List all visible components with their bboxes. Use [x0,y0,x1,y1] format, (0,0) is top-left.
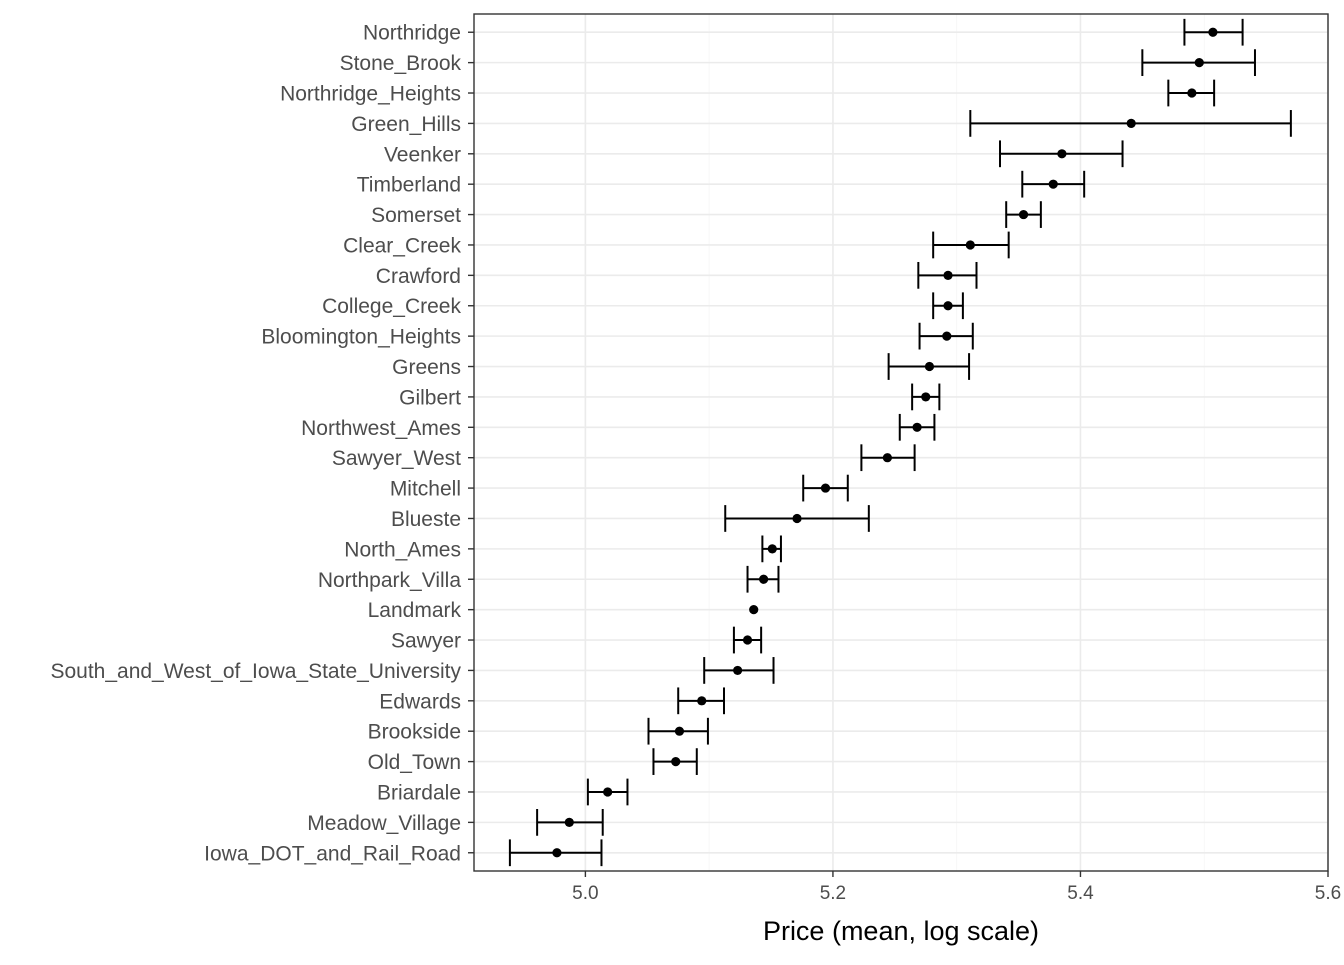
y-tick-label: Crawford [376,265,461,288]
y-tick-label: Briardale [377,781,461,804]
mean-point [965,240,975,250]
mean-point [603,787,613,797]
mean-point [671,756,681,767]
y-tick-label: Somerset [371,204,461,227]
mean-point [882,453,892,463]
mean-point [1048,179,1058,189]
y-tick-label: Clear_Creek [343,234,461,257]
y-tick-label: Veenker [384,143,461,166]
y-tick-label: Timberland [357,174,461,197]
y-tick-label: Mitchell [390,478,461,501]
y-axis-ticks: Northridge Stone_Brook Northridge_Heights G… [50,22,474,865]
mean-point [820,483,831,493]
mean-point [943,270,953,280]
mean-point [1208,27,1218,37]
mean-point [912,422,922,432]
y-tick-label: Bloomington_Heights [261,326,461,349]
y-tick-label: Greens [392,356,461,379]
x-tick-label: 5.6 [1315,883,1341,904]
mean-point [1194,58,1204,68]
mean-point [733,665,743,676]
y-tick-label: Brookside [368,721,461,744]
y-tick-label: Iowa_DOT_and_Rail_Road [204,842,461,865]
mean-points [552,27,1218,858]
y-tick-label: Gilbert [399,386,461,409]
mean-point [552,848,562,858]
y-tick-label: Blueste [391,508,461,531]
mean-point [1126,118,1136,129]
y-tick-label: Meadow_Village [307,812,461,835]
y-tick-label: Edwards [379,690,461,713]
mean-point [697,696,707,706]
mean-point [921,392,931,402]
x-tick-label: 5.4 [1067,883,1094,904]
x-axis-ticks: 5.0 5.2 5.4 5.6 [572,871,1341,904]
panel-border [473,13,1329,872]
y-tick-label: Sawyer_West [332,447,461,470]
grid-lines [474,14,1329,871]
mean-point [767,544,777,554]
mean-point [674,726,685,736]
x-axis-title: Price (mean, log scale) [763,916,1039,946]
y-tick-label: Green_Hills [351,113,461,136]
mean-point [943,301,953,311]
y-tick-label: Landmark [368,599,462,622]
mean-point [759,574,769,584]
y-tick-label: Northwest_Ames [301,417,461,440]
y-tick-label: South_and_West_of_Iowa_State_University [50,660,461,683]
mean-point [1187,88,1197,98]
y-tick-label: Old_Town [368,751,461,774]
y-tick-label: North_Ames [344,538,461,561]
y-tick-label: Northridge_Heights [280,83,461,106]
mean-point [942,331,952,341]
mean-point [749,605,759,615]
mean-point [564,817,574,827]
y-tick-label: Stone_Brook [340,52,462,75]
mean-point [1018,209,1029,220]
y-tick-label: College_Creek [322,295,461,318]
mean-point [792,513,802,524]
x-tick-label: 5.0 [572,883,598,904]
mean-point [1057,149,1067,159]
mean-point [742,635,753,645]
y-tick-label: Northpark_Villa [318,569,462,592]
y-tick-label: Sawyer [391,630,461,653]
x-tick-label: 5.2 [820,883,846,904]
mean-point [924,361,935,372]
y-tick-label: Northridge [363,22,461,45]
